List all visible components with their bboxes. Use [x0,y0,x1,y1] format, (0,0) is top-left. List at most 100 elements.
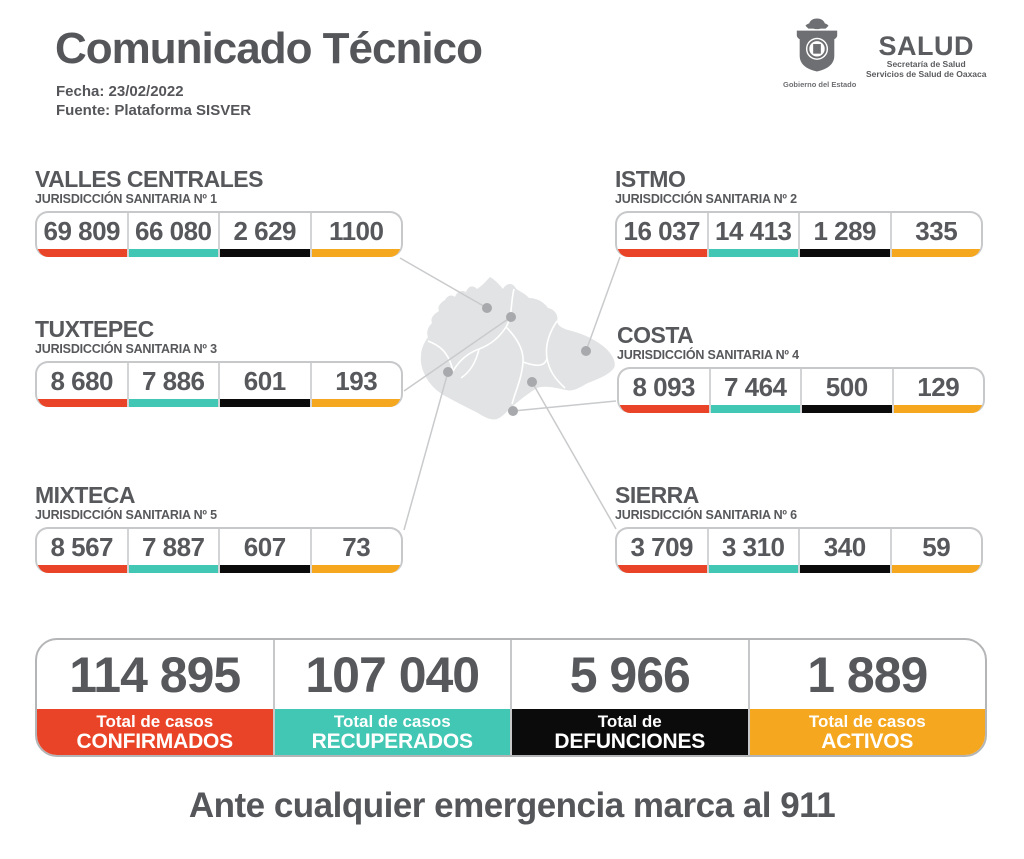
stat-confirmed-value: 8 680 [50,366,114,396]
region-jurisdiction: JURISDICCIÓN SANITARIA Nº 1 [35,192,217,206]
source-label: Fuente: Plataforma SISVER [56,102,252,119]
total-deaths: 5 966 Total de DEFUNCIONES [512,640,750,755]
confirmed-strip [617,249,707,257]
stat-recovered: 66 080 [128,213,220,257]
active-strip [311,399,401,407]
region-name: TUXTEPEC [35,316,154,342]
total-label-line1: Total de casos [96,711,214,731]
stat-confirmed: 3 709 [617,529,709,573]
total-label-line1: Total de casos [333,711,451,731]
stat-active: 193 [311,363,401,407]
stat-deaths-value: 2 629 [233,216,297,246]
region-jurisdiction: JURISDICCIÓN SANITARIA Nº 2 [615,192,797,206]
recovered-strip [708,249,798,257]
stat-recovered-value: 66 080 [134,216,212,246]
stat-recovered-value: 3 310 [721,532,785,562]
salud-wordmark: SALUD Secretaría de Salud Servicios de S… [866,27,986,80]
deaths-strip [802,405,892,413]
total-confirmed-label: Total de casos CONFIRMADOS [37,709,273,755]
stat-confirmed: 16 037 [617,213,709,257]
active-strip [891,249,981,257]
stat-confirmed: 8 567 [37,529,129,573]
stat-active-value: 59 [922,532,951,562]
confirmed-strip [37,565,127,573]
region-block-valles-centrales: VALLES CENTRALES JURISDICCIÓN SANITARIA … [35,167,403,257]
total-label-line1: Total de [597,711,662,731]
region-name: VALLES CENTRALES [35,166,263,192]
active-strip [311,565,401,573]
region-block-tuxtepec: TUXTEPEC JURISDICCIÓN SANITARIA Nº 3 8 6… [35,317,403,407]
region-stats-box: 16 037 14 413 1 289 335 [615,211,983,257]
region-name: SIERRA [615,482,699,508]
stat-deaths-value: 340 [823,532,866,562]
region-block-sierra: SIERRA JURISDICCIÓN SANITARIA Nº 6 3 709… [615,483,983,573]
active-strip [893,405,983,413]
stat-confirmed-value: 16 037 [623,216,701,246]
servicios-label: Servicios de Salud de Oaxaca [866,69,987,79]
stat-confirmed: 69 809 [37,213,129,257]
deaths-strip [220,249,310,257]
stat-active: 129 [893,369,983,413]
total-active: 1 889 Total de casos ACTIVOS [749,640,985,755]
stat-confirmed-value: 8 093 [632,372,696,402]
stat-deaths: 1 289 [800,213,892,257]
deaths-strip [220,565,310,573]
total-deaths-label: Total de DEFUNCIONES [512,709,748,755]
recovered-strip [128,399,218,407]
total-recovered-label: Total de casos RECUPERADOS [274,709,510,755]
total-confirmed-value: 114 895 [69,646,241,703]
stat-recovered-value: 7 887 [141,532,205,562]
stat-active: 1100 [311,213,401,257]
region-name: ISTMO [615,166,686,192]
region-block-mixteca: MIXTECA JURISDICCIÓN SANITARIA Nº 5 8 56… [35,483,403,573]
meta-block: Fecha: 23/02/2022 Fuente: Plataforma SIS… [56,82,251,120]
stat-confirmed-value: 69 809 [43,216,121,246]
deaths-strip [800,249,890,257]
stat-deaths: 601 [220,363,312,407]
total-active-label: Total de casos ACTIVOS [749,709,985,755]
stat-confirmed-value: 3 709 [630,532,694,562]
deaths-strip [220,399,310,407]
stat-deaths: 500 [802,369,894,413]
active-strip [311,249,401,257]
stat-deaths-value: 500 [825,372,868,402]
connector-lines [399,256,621,531]
region-block-istmo: ISTMO JURISDICCIÓN SANITARIA Nº 2 16 037… [615,167,983,257]
total-confirmed: 114 895 Total de casos CONFIRMADOS [37,640,275,755]
region-name: MIXTECA [35,482,136,508]
stat-deaths-value: 607 [243,532,286,562]
stat-deaths-value: 1 289 [813,216,877,246]
recovered-strip [128,565,218,573]
gobierno-label: Gobierno del Estado [783,80,857,89]
totals-bar: 114 895 Total de casos CONFIRMADOS 107 0… [35,638,987,757]
stat-deaths: 607 [220,529,312,573]
date-label: Fecha: 23/02/2022 [56,83,184,100]
total-recovered-value: 107 040 [305,646,480,703]
confirmed-strip [37,249,127,257]
total-label-line2: ACTIVOS [821,729,914,753]
confirmed-strip [617,565,707,573]
recovered-strip [710,405,800,413]
stat-active: 73 [311,529,401,573]
region-stats-box: 8 680 7 886 601 193 [35,361,403,407]
recovered-strip [128,249,218,257]
region-name: COSTA [617,322,694,348]
stat-confirmed-value: 8 567 [50,532,114,562]
confirmed-strip [37,399,127,407]
stat-deaths: 2 629 [220,213,312,257]
stat-recovered-value: 14 413 [714,216,792,246]
stat-active-value: 129 [917,372,960,402]
stat-active: 335 [891,213,981,257]
region-jurisdiction: JURISDICCIÓN SANITARIA Nº 6 [615,508,797,522]
region-jurisdiction: JURISDICCIÓN SANITARIA Nº 3 [35,342,217,356]
oaxaca-state-silhouette [420,277,615,420]
region-stats-box: 8 093 7 464 500 129 [617,367,985,413]
secretaria-label: Secretaría de Salud [886,58,966,69]
region-stats-box: 3 709 3 310 340 59 [615,527,983,573]
stat-recovered: 7 464 [710,369,802,413]
state-coat-of-arms: Gobierno del Estado [783,17,857,89]
stat-confirmed: 8 680 [37,363,129,407]
stat-recovered: 14 413 [708,213,800,257]
salud-label: SALUD [878,30,974,61]
